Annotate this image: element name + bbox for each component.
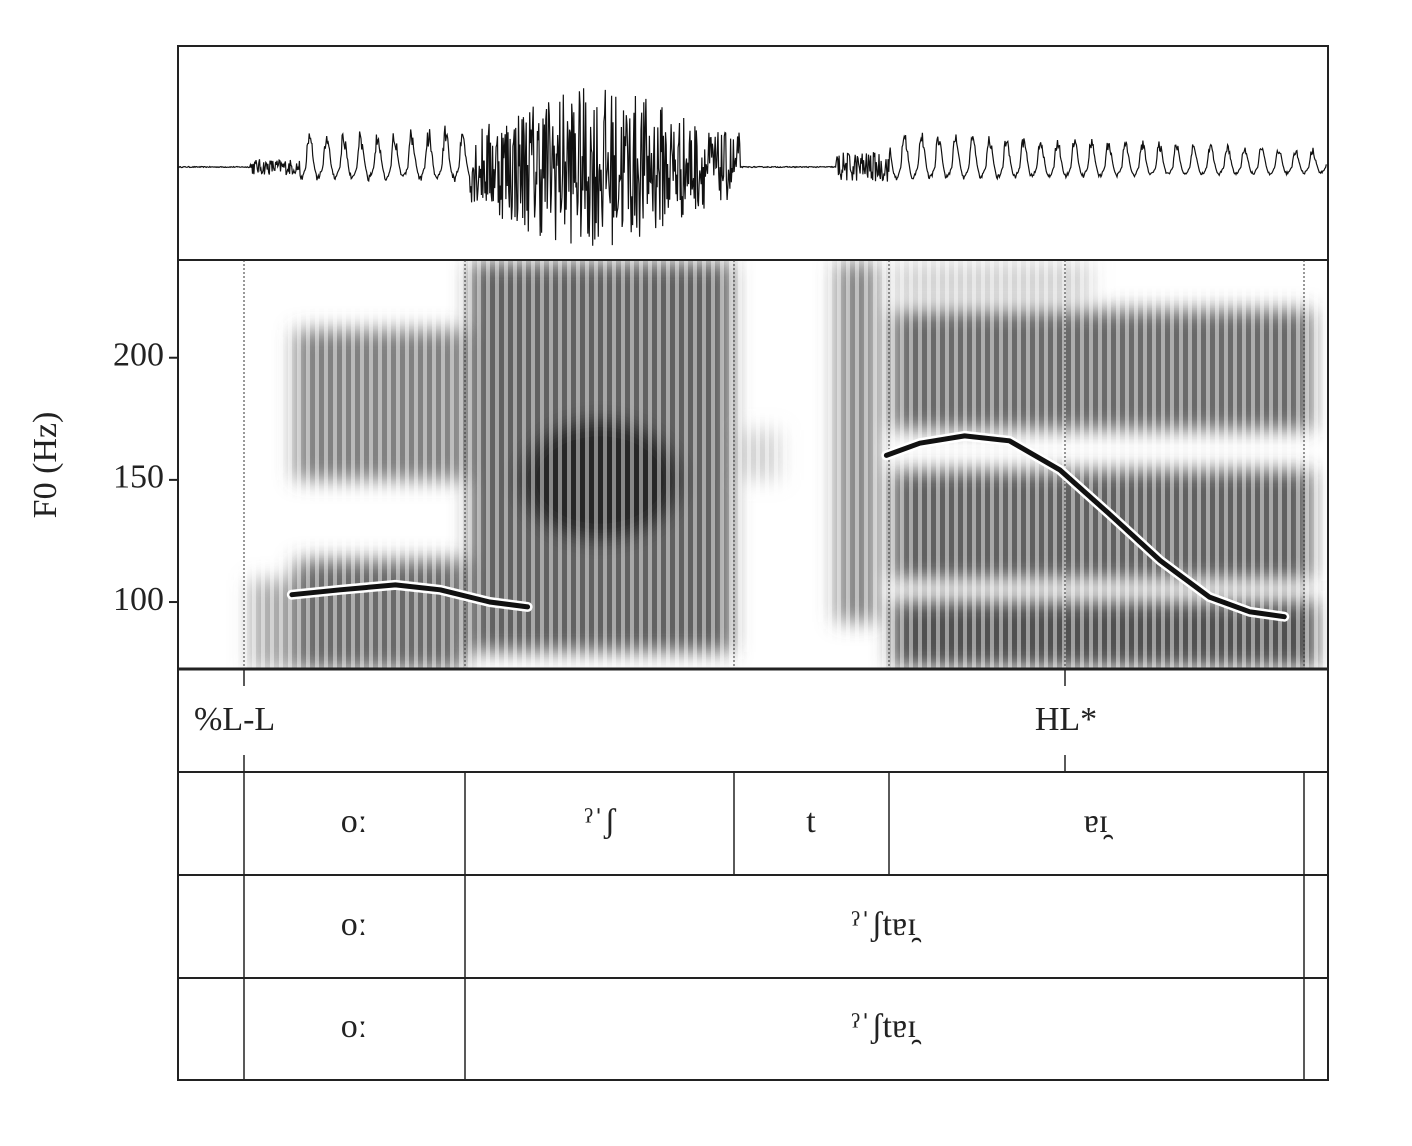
segment-label: ɐɪ̯	[1084, 803, 1114, 840]
syllable-label: ˀˈʃtɐɪ̯	[851, 906, 921, 943]
boundary-guides	[243, 260, 1305, 668]
tier-boundaries	[243, 669, 1305, 1080]
f0-contour	[289, 582, 531, 610]
y-axis-label: F0 (Hz)	[27, 412, 64, 519]
y-tick-label: 200	[113, 337, 164, 374]
segment-label: ˀˈʃ	[584, 803, 616, 840]
segment-label: oː	[341, 803, 367, 840]
y-tick-label: 100	[113, 581, 164, 618]
word-label: oː	[341, 1008, 367, 1045]
tone-label: %L-L	[194, 701, 275, 738]
tone-label: HL*	[1035, 701, 1097, 738]
waveform	[177, 88, 1327, 246]
word-label: ˀˈʃtɐɪ̯	[851, 1008, 921, 1045]
f0-contour	[883, 433, 1287, 620]
syllable-label: oː	[341, 906, 367, 943]
segment-label: t	[806, 803, 816, 840]
frame	[177, 45, 1329, 1081]
spectrogram	[178, 260, 1328, 668]
panel-dividers	[178, 259, 1328, 979]
y-tick-label: 150	[113, 459, 164, 496]
